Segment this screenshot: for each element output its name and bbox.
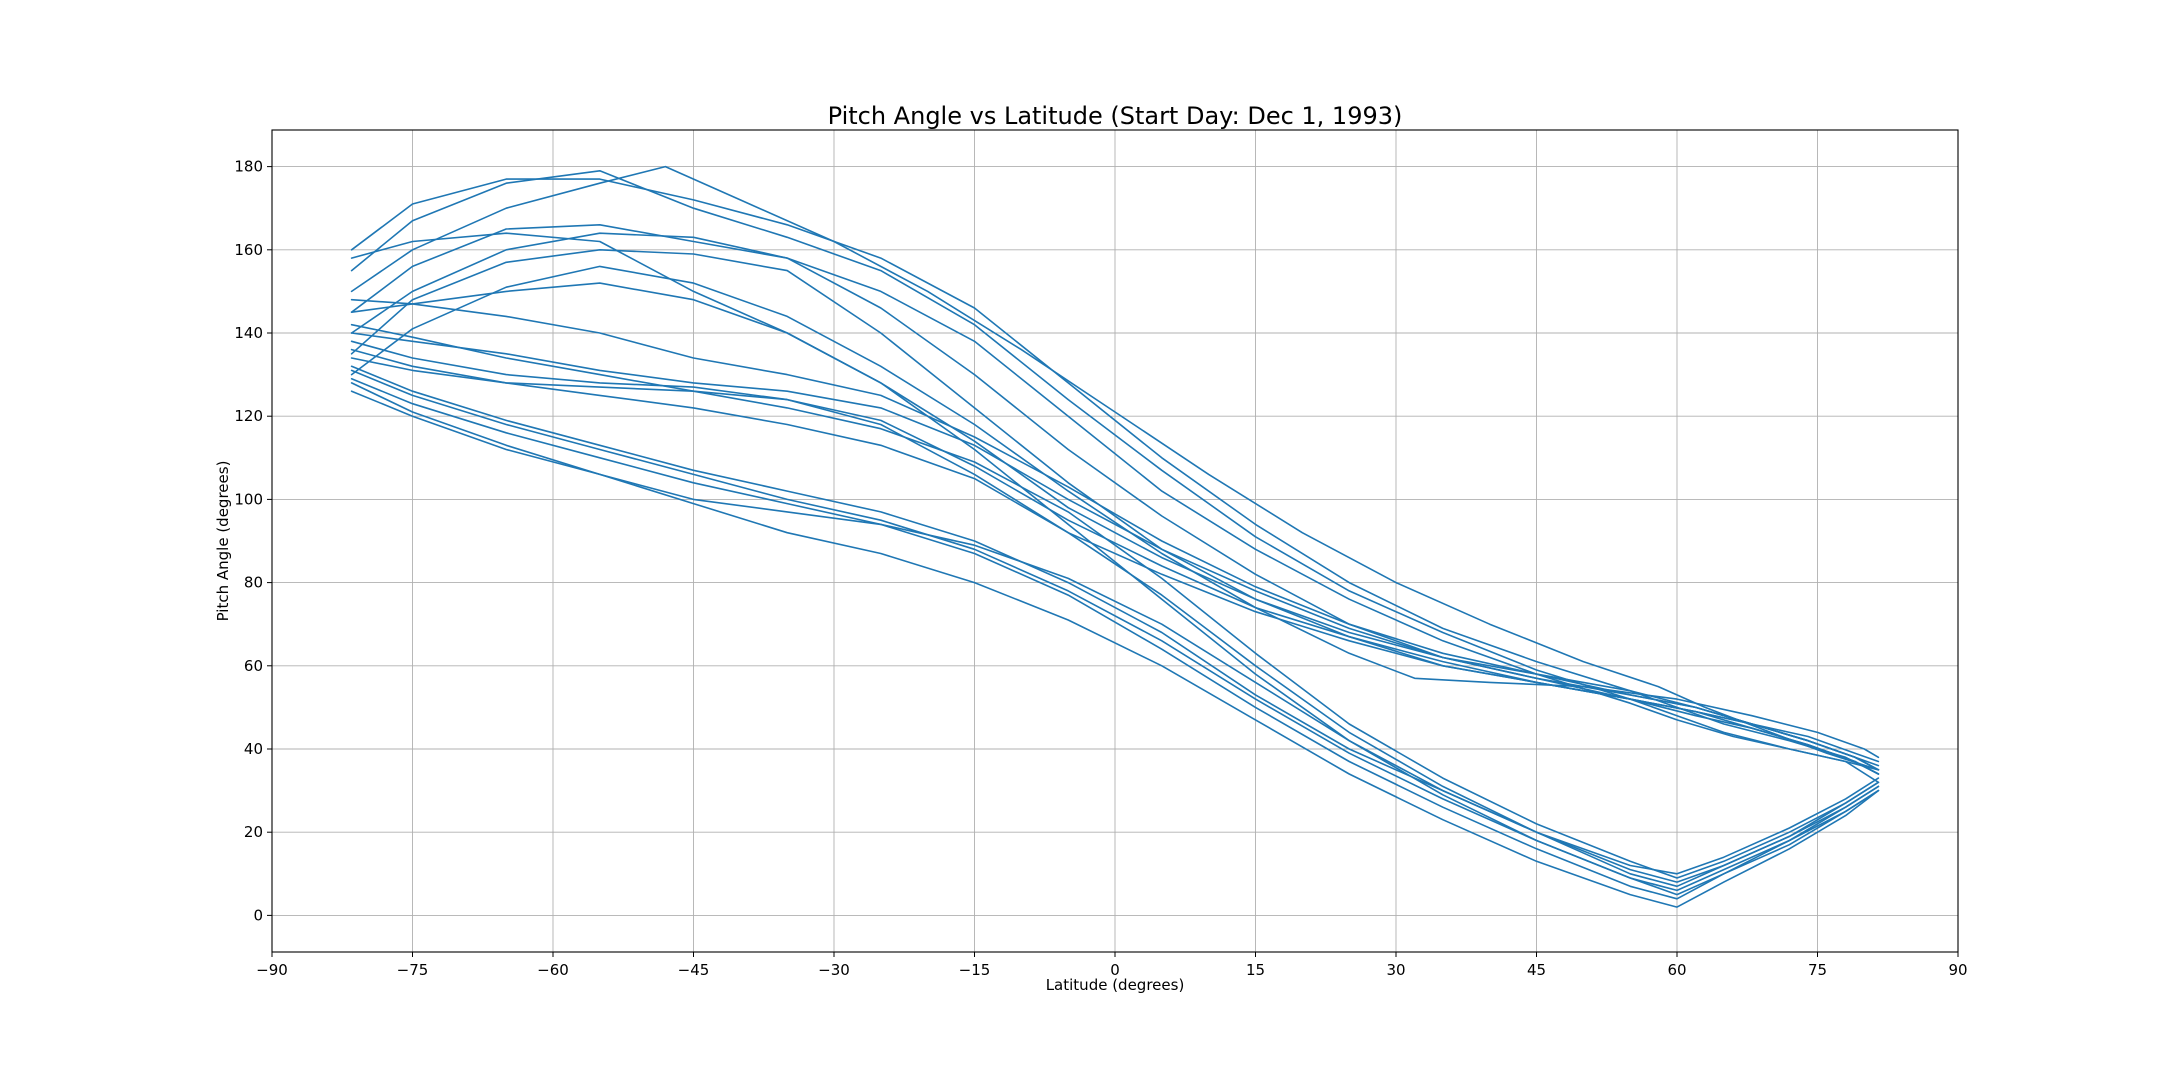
series-line [350,390,1880,896]
x-tick-label: −15 [959,961,991,979]
x-tick-label: 0 [1110,961,1120,979]
y-axis: 0 20 40 60 80 100 120 140 160 180 [234,158,272,924]
series-line [350,265,1880,759]
series-line [350,282,1880,875]
y-tick-label: 120 [234,407,263,425]
y-tick-label: 100 [234,490,263,508]
x-tick-label: 60 [1667,961,1686,979]
x-tick-label: −75 [397,961,429,979]
y-tick-label: 140 [234,324,263,342]
y-tick-label: 180 [234,158,263,176]
x-axis-label: Latitude (degrees) [1046,976,1185,994]
x-tick-label: 90 [1948,961,1967,979]
y-tick-label: 20 [244,823,263,841]
x-tick-label: −90 [256,961,288,979]
series-line [350,323,1880,879]
x-tick-label: −60 [537,961,569,979]
series-line [350,170,1880,784]
series-lines [350,165,1880,908]
y-tick-label: 80 [244,574,263,592]
x-tick-label: 15 [1246,961,1265,979]
chart-title: Pitch Angle vs Latitude (Start Day: Dec … [828,102,1403,130]
series-line [350,348,1880,883]
series-line [350,357,1880,775]
y-tick-label: 60 [244,657,263,675]
series-line [350,224,1880,771]
x-tick-label: −45 [678,961,710,979]
y-tick-label: 0 [253,906,263,924]
y-axis-label: Pitch Angle (degrees) [214,461,232,622]
x-tick-label: 45 [1527,961,1546,979]
x-tick-label: 75 [1808,961,1827,979]
x-tick-label: 30 [1386,961,1405,979]
grid [271,130,1959,952]
series-line [350,369,1880,892]
series-line [350,332,1880,771]
series-line [350,178,1880,775]
x-tick-label: −30 [818,961,850,979]
y-tick-label: 160 [234,241,263,259]
x-axis: −90 −75 −60 −45 −30 −15 0 15 30 45 60 75 90 [256,952,1968,979]
y-tick-label: 40 [244,740,263,758]
